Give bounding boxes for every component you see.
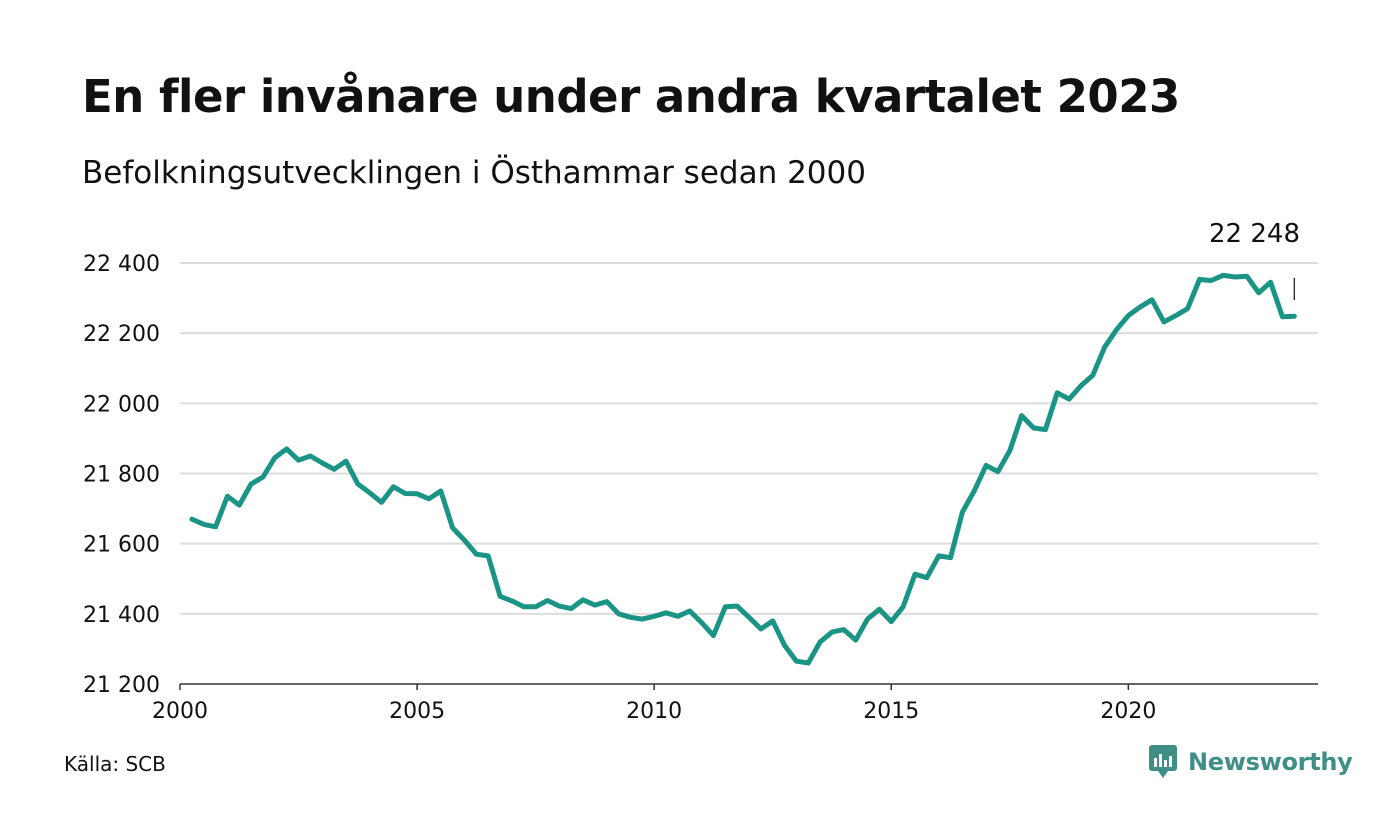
x-axis: 2000 2005 2010 2015 2020 xyxy=(152,684,1156,724)
end-value-label: 22 248 xyxy=(1209,219,1300,249)
brand-name: Newsworthy xyxy=(1188,748,1353,776)
x-tick-label: 2000 xyxy=(152,699,208,724)
annotation-group: 22 248 xyxy=(1209,219,1300,300)
chart-title: En fler invånare under andra kvartalet 2… xyxy=(82,70,1180,123)
y-axis: 21 200 21 400 21 600 21 800 22 000 22 200 22 4… xyxy=(83,252,160,698)
y-tick-label: 22 400 xyxy=(83,252,160,277)
source-note: Källa: SCB xyxy=(64,752,166,776)
x-tick-label: 2015 xyxy=(863,699,919,724)
y-tick-label: 21 600 xyxy=(83,533,160,558)
population-line xyxy=(189,272,1297,666)
y-tick-label: 21 800 xyxy=(83,463,160,488)
y-tick-label: 22 000 xyxy=(83,392,160,417)
chart-subtitle: Befolkningsutvecklingen i Östhammar seda… xyxy=(82,155,866,191)
x-tick-label: 2020 xyxy=(1100,699,1156,724)
gridlines xyxy=(180,262,1318,685)
x-tick-label: 2010 xyxy=(626,699,682,724)
y-tick-label: 21 400 xyxy=(83,603,160,628)
series-group xyxy=(189,272,1297,666)
y-tick-label: 21 200 xyxy=(83,673,160,698)
newsworthy-logo-icon xyxy=(1149,745,1177,778)
brand-logo: Newsworthy xyxy=(1148,744,1353,780)
x-tick-label: 2005 xyxy=(389,699,445,724)
y-tick-label: 22 200 xyxy=(83,322,160,347)
